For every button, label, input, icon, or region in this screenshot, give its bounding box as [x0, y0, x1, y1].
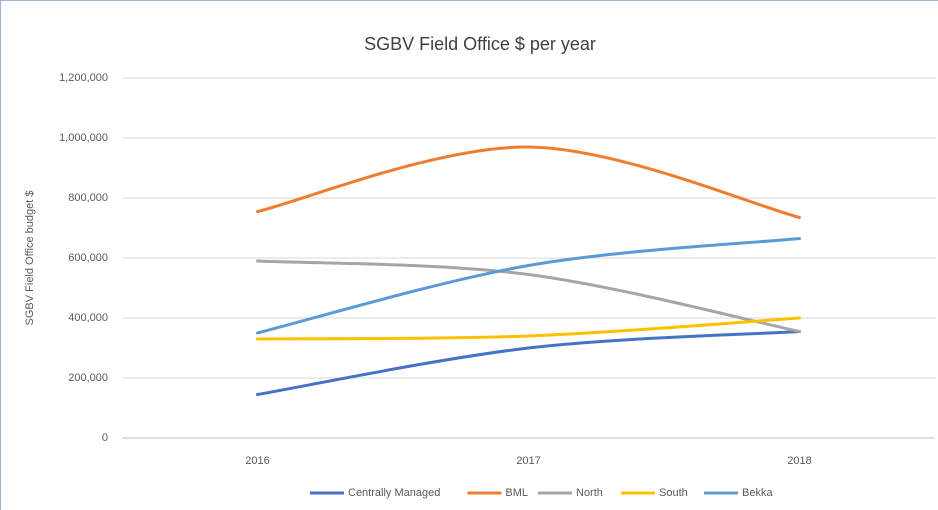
legend-label: Centrally Managed: [348, 487, 440, 499]
x-tick-label: 2016: [245, 455, 269, 467]
y-tick-label: 800,000: [68, 192, 108, 204]
series-line: [256, 330, 801, 396]
y-tick-label: 600,000: [68, 252, 108, 264]
series-line: [256, 145, 801, 219]
y-tick-label: 400,000: [68, 312, 108, 324]
legend-label: Bekka: [742, 487, 773, 499]
y-axis-label: SGBV Field Office budget $: [24, 191, 36, 326]
x-tick-label: 2017: [516, 455, 540, 467]
legend-label: South: [659, 487, 688, 499]
chart-title: SGBV Field Office $ per year: [364, 34, 596, 54]
legend-label: BML: [505, 487, 528, 499]
series-line: [256, 316, 801, 341]
legend-label: North: [576, 487, 603, 499]
y-tick-label: 0: [102, 432, 108, 444]
series-line: [256, 237, 801, 335]
y-tick-label: 1,000,000: [59, 132, 108, 144]
x-tick-label: 2018: [787, 455, 811, 467]
series-line: [256, 259, 801, 333]
y-tick-label: 1,200,000: [59, 72, 108, 84]
y-tick-label: 200,000: [68, 372, 108, 384]
